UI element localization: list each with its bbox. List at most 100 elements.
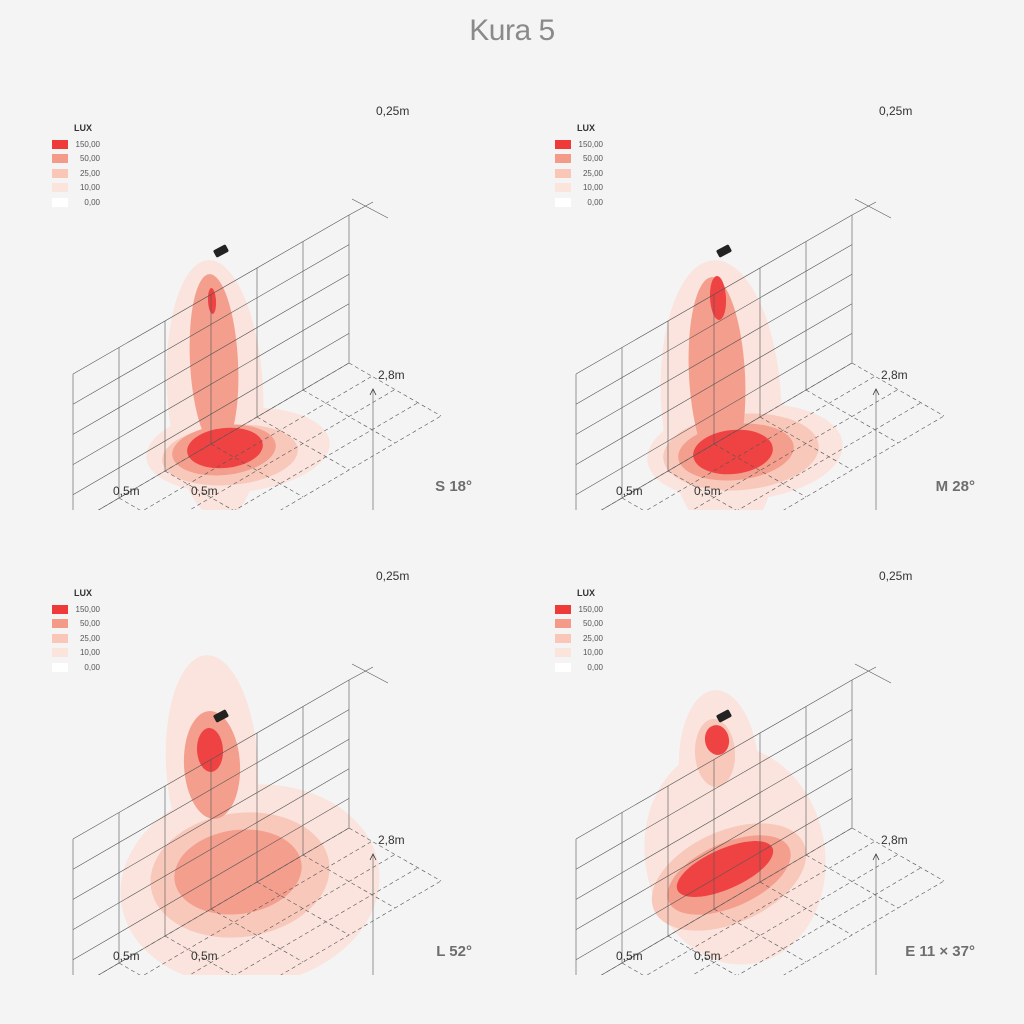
legend-row: 25,00: [555, 631, 635, 646]
panel-l: LUX 150,00 50,00 25,00 10,00 0,00 0,25m …: [0, 510, 512, 975]
floor-line: [348, 362, 442, 417]
floor-line: [783, 880, 945, 975]
legend-swatch-25: [52, 168, 68, 178]
wall-contour-50: [688, 277, 746, 473]
light-distribution: [120, 655, 380, 975]
floor-line: [759, 416, 853, 471]
floor-line: [256, 416, 350, 471]
legend-swatch-50: [555, 619, 571, 629]
dim-height: 2,8m: [378, 833, 405, 847]
legend-value: 0,00: [84, 662, 100, 672]
dim-spacing-top: 0,25m: [879, 569, 913, 583]
floor-line: [97, 827, 350, 975]
grid-diagram: [72, 198, 442, 510]
floor-line: [234, 402, 419, 510]
floor-line: [667, 470, 737, 510]
floor-line: [667, 935, 737, 975]
legend-row: 0,00: [555, 195, 635, 210]
floor-line: [713, 908, 807, 963]
floor-line: [189, 854, 396, 975]
legend-swatch-10: [52, 183, 68, 193]
legend-value: 25,00: [79, 168, 100, 178]
legend-value: 150,00: [75, 604, 100, 614]
legend-value: 25,00: [79, 633, 100, 643]
legend: LUX 150,00 50,00 25,00 10,00 0,00: [52, 123, 132, 210]
legend-swatch-150: [52, 604, 68, 614]
wall-horizontal-line: [575, 768, 853, 930]
arrow-head: [369, 853, 377, 861]
wall-contour-50: [189, 274, 239, 450]
legend-swatch-50: [52, 619, 68, 629]
spacing-dimension-line: [851, 666, 877, 681]
wall-contour-150: [207, 288, 217, 314]
dim-height: 2,8m: [881, 833, 908, 847]
legend-row: 10,00: [52, 181, 132, 196]
legend-title: LUX: [577, 123, 595, 133]
grid-diagram: [575, 198, 945, 510]
legend-value: 50,00: [79, 154, 100, 164]
legend-row: 150,00: [52, 602, 132, 617]
wall-horizontal-line: [72, 798, 350, 961]
floor-contour-150: [693, 429, 773, 475]
light-distribution: [644, 690, 826, 965]
legend-value: 25,00: [582, 633, 603, 643]
luminaire-icon: [716, 709, 732, 723]
luminaire-icon: [213, 709, 229, 723]
floor-line: [646, 375, 876, 510]
legend-title: LUX: [577, 588, 595, 598]
dim-height: 2,8m: [378, 368, 405, 382]
legend-swatch-150: [555, 139, 571, 149]
floor-line: [348, 827, 442, 882]
wall-horizontal-line: [575, 273, 853, 435]
dim-spacing-top: 0,25m: [879, 104, 913, 118]
legend-row: 150,00: [555, 137, 635, 152]
legend-row: 25,00: [555, 166, 635, 181]
legend-row: 10,00: [52, 646, 132, 661]
legend-row: 0,00: [52, 195, 132, 210]
floor-contour-50: [174, 829, 302, 915]
legend-value: 10,00: [582, 183, 603, 193]
spacing-dimension-line: [854, 198, 892, 219]
wall-horizontal-line: [575, 244, 853, 405]
legend-value: 50,00: [582, 154, 603, 164]
legend-swatch-50: [52, 154, 68, 164]
legend-title: LUX: [74, 588, 92, 598]
dim-grid-right: 0,5m: [191, 484, 218, 498]
dim-grid-right: 0,5m: [694, 949, 721, 963]
floor-line: [234, 867, 419, 975]
legend-value: 10,00: [79, 183, 100, 193]
floor-line: [143, 375, 373, 510]
wall-horizontal-line: [72, 738, 350, 900]
floor-line: [621, 497, 644, 510]
legend-row: 10,00: [555, 646, 635, 661]
legend-swatch-0: [555, 197, 571, 207]
wall-horizontal-line: [72, 214, 350, 375]
luminaire-icon: [213, 244, 229, 258]
beam-label: L 52°: [436, 943, 472, 960]
floor-line: [759, 881, 853, 936]
floor-line: [851, 362, 945, 417]
floor-line: [600, 827, 853, 975]
legend-value: 150,00: [75, 139, 100, 149]
page-title: Kura 5: [469, 14, 555, 47]
arrow-head: [872, 853, 880, 861]
legend-row: 10,00: [555, 181, 635, 196]
legend-row: 50,00: [555, 617, 635, 632]
grid-diagram: [72, 655, 442, 975]
spacing-dimension-line: [351, 198, 389, 219]
legend-swatch-50: [555, 154, 571, 164]
legend-value: 0,00: [587, 197, 603, 207]
legend-row: 0,00: [555, 660, 635, 675]
luminaire-icon: [716, 244, 732, 258]
wall-horizontal-line: [575, 679, 853, 840]
dim-grid-right: 0,5m: [191, 949, 218, 963]
legend-value: 0,00: [84, 197, 100, 207]
legend-swatch-0: [555, 662, 571, 672]
legend-value: 0,00: [587, 662, 603, 672]
legend-row: 50,00: [555, 152, 635, 167]
legend-swatch-25: [52, 633, 68, 643]
floor-line: [783, 415, 945, 510]
legend-row: 25,00: [52, 631, 132, 646]
spacing-dimension-line: [854, 663, 892, 684]
floor-line: [164, 470, 234, 510]
